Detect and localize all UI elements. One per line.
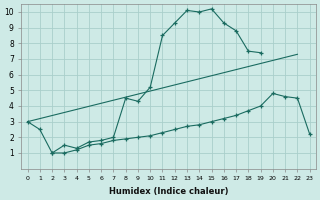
- X-axis label: Humidex (Indice chaleur): Humidex (Indice chaleur): [109, 187, 228, 196]
